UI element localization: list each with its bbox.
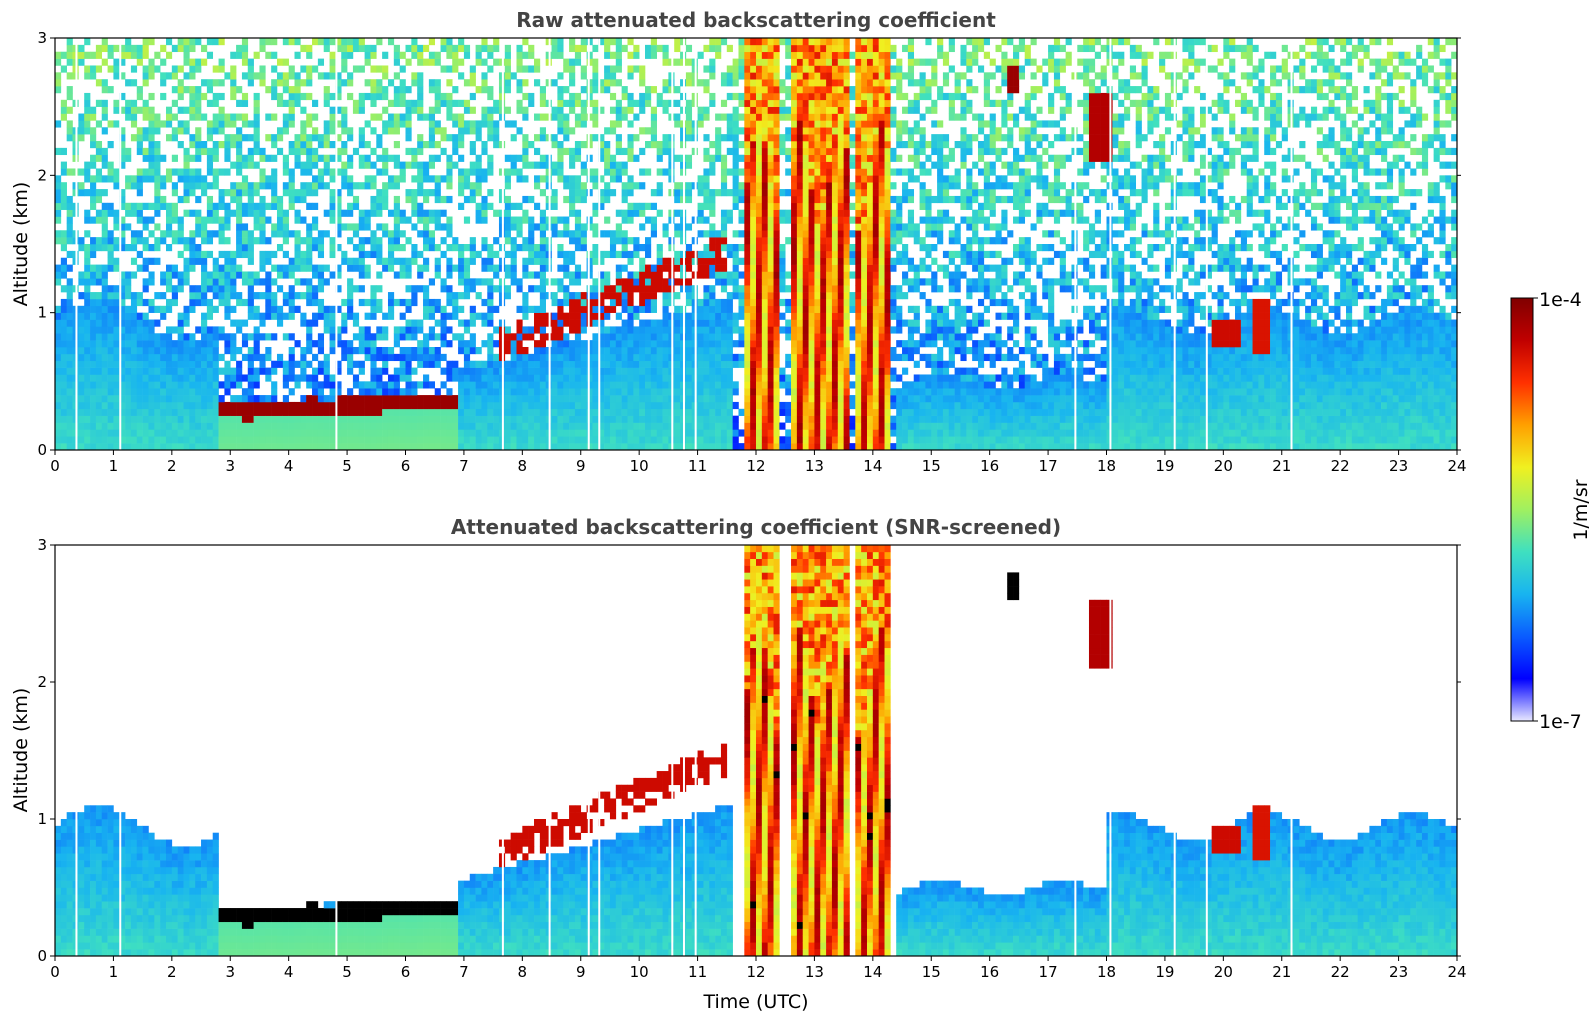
panel-raw-heatmap: [55, 38, 1457, 450]
panel-screened-y-tick-label-0: 0: [37, 947, 47, 965]
panel-raw-x-tick-label-20: 20: [1214, 457, 1233, 475]
panel-screened-x-tick-label-19: 19: [1155, 963, 1174, 981]
panel-raw-y-tick-label-3: 3: [37, 29, 47, 47]
panel-screened-x-tick-label-3: 3: [225, 963, 235, 981]
panel-screened-x-ticks: 0 1 2 3 4 5 6 7 8 9 10 11 12 13 14 15 16 17 18 19 20 21 22 23 24: [50, 956, 1467, 981]
panel-screened-x-tick-label-1: 1: [109, 963, 119, 981]
panel-screened-x-tick-label-10: 10: [630, 963, 649, 981]
panel-raw-y-tick-label-1: 1: [37, 304, 47, 322]
panel-screened-x-tick-label-4: 4: [284, 963, 294, 981]
panel-screened-x-tick-label-7: 7: [459, 963, 469, 981]
colorbar-max-label: 1e-4: [1539, 289, 1582, 311]
panel-raw: Raw attenuated backscattering coefficien…: [10, 8, 1467, 475]
colorbar-bar: [1510, 297, 1534, 722]
panel-raw-x-tick-label-24: 24: [1447, 457, 1466, 475]
panel-screened-y-tick-label-2: 2: [37, 673, 47, 691]
panel-raw-x-tick-label-6: 6: [401, 457, 411, 475]
panel-raw-y-ticks: 0 1 2 3: [37, 29, 1461, 459]
colorbar-label: 1/m/sr: [1570, 479, 1592, 540]
panel-screened-x-tick-label-11: 11: [688, 963, 707, 981]
panel-raw-x-tick-label-23: 23: [1389, 457, 1408, 475]
panel-screened-x-tick-label-16: 16: [980, 963, 999, 981]
panel-raw-x-tick-label-21: 21: [1272, 457, 1291, 475]
panel-screened-x-tick-label-9: 9: [576, 963, 586, 981]
colorbar: 1e-4 1e-7 1/m/sr: [1510, 289, 1592, 733]
panel-screened-title: Attenuated backscattering coefficient (S…: [451, 515, 1061, 539]
panel-raw-title: Raw attenuated backscattering coefficien…: [516, 8, 996, 32]
panel-raw-y-label: Altitude (km): [10, 182, 32, 307]
panel-raw-x-tick-label-14: 14: [863, 457, 882, 475]
panel-screened-x-tick-label-0: 0: [50, 963, 60, 981]
panel-raw-x-tick-label-8: 8: [518, 457, 528, 475]
panel-screened-x-tick-label-18: 18: [1097, 963, 1116, 981]
panel-screened-x-tick-label-5: 5: [342, 963, 352, 981]
panel-raw-x-tick-label-3: 3: [225, 457, 235, 475]
panel-screened: Attenuated backscattering coefficient (S…: [10, 515, 1467, 1013]
panel-raw-x-tick-label-13: 13: [805, 457, 824, 475]
panel-screened-x-tick-label-2: 2: [167, 963, 177, 981]
panel-raw-x-tick-label-10: 10: [630, 457, 649, 475]
panel-raw-x-tick-label-15: 15: [922, 457, 941, 475]
panel-screened-x-tick-label-20: 20: [1214, 963, 1233, 981]
panel-raw-x-tick-label-11: 11: [688, 457, 707, 475]
panel-raw-x-tick-label-16: 16: [980, 457, 999, 475]
panel-screened-x-tick-label-8: 8: [518, 963, 528, 981]
panel-screened-y-ticks: 0 1 2 3: [37, 536, 1461, 965]
panel-screened-x-tick-label-12: 12: [746, 963, 765, 981]
panel-screened-x-tick-label-22: 22: [1331, 963, 1350, 981]
panel-screened-x-tick-label-15: 15: [922, 963, 941, 981]
panel-raw-x-tick-label-5: 5: [342, 457, 352, 475]
x-axis-label: Time (UTC): [702, 991, 808, 1013]
panel-screened-y-tick-label-3: 3: [37, 536, 47, 554]
panel-screened-x-tick-label-14: 14: [863, 963, 882, 981]
panel-screened-x-tick-label-23: 23: [1389, 963, 1408, 981]
panel-raw-x-tick-label-12: 12: [746, 457, 765, 475]
panel-raw-y-tick-label-0: 0: [37, 441, 47, 459]
panel-screened-x-tick-label-17: 17: [1039, 963, 1058, 981]
panel-screened-heatmap: [55, 545, 1457, 956]
panel-screened-y-label: Altitude (km): [10, 688, 32, 813]
panel-screened-x-tick-label-6: 6: [401, 963, 411, 981]
panel-raw-x-tick-label-22: 22: [1331, 457, 1350, 475]
panel-raw-x-tick-label-1: 1: [109, 457, 119, 475]
panel-screened-x-tick-label-24: 24: [1447, 963, 1466, 981]
panel-raw-x-tick-label-9: 9: [576, 457, 586, 475]
panel-raw-y-tick-label-2: 2: [37, 166, 47, 184]
panel-screened-x-tick-label-21: 21: [1272, 963, 1291, 981]
colorbar-min-label: 1e-7: [1539, 711, 1582, 733]
panel-raw-x-tick-label-4: 4: [284, 457, 294, 475]
panel-screened-y-tick-label-1: 1: [37, 810, 47, 828]
panel-screened-x-tick-label-13: 13: [805, 963, 824, 981]
panel-raw-x-tick-label-18: 18: [1097, 457, 1116, 475]
panel-raw-x-tick-label-19: 19: [1155, 457, 1174, 475]
panel-raw-x-ticks: 0 1 2 3 4 5 6 7 8 9 10 11 12 13 14 15 16 17 18 19 20 21 22 23 24: [50, 450, 1467, 475]
panel-raw-x-tick-label-17: 17: [1039, 457, 1058, 475]
panel-raw-x-tick-label-0: 0: [50, 457, 60, 475]
panel-raw-x-tick-label-2: 2: [167, 457, 177, 475]
panel-raw-x-tick-label-7: 7: [459, 457, 469, 475]
